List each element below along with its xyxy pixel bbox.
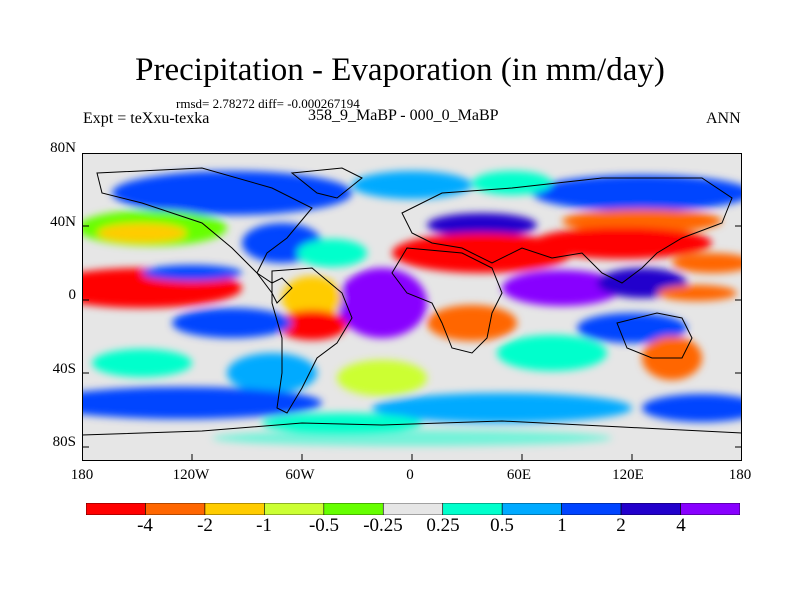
field-blob — [352, 171, 472, 199]
field-blob — [142, 265, 242, 281]
colorbar-label: -0.25 — [363, 515, 403, 536]
lon-tick-label: 120W — [172, 467, 210, 483]
field-blob — [502, 270, 622, 306]
colorbar-swatch — [442, 503, 503, 515]
lat-tick-label: 0 — [68, 287, 77, 303]
colorbar-swatch — [561, 503, 622, 515]
field-blob — [392, 233, 572, 273]
field-blob — [297, 239, 367, 267]
map-title: Precipitation - Evaporation (in mm/day) — [135, 52, 665, 88]
field-blob — [92, 349, 192, 377]
colorbar-label: -2 — [197, 515, 213, 536]
colorbar — [86, 503, 740, 515]
colorbar-swatch — [264, 503, 325, 515]
colorbar-label: 1 — [557, 515, 567, 536]
colorbar-swatch — [86, 503, 146, 515]
field-blob — [577, 313, 687, 343]
field-blob — [227, 353, 317, 393]
coastlines — [82, 167, 742, 436]
colorbar-label: 0.25 — [426, 515, 460, 536]
field-blob — [472, 171, 552, 195]
field-blob — [97, 223, 187, 243]
field-blob — [532, 227, 712, 259]
colorbar-swatch — [680, 503, 740, 515]
coastline-path — [391, 247, 503, 354]
field-blob — [532, 175, 742, 211]
period-label: 358_9_MaBP - 000_0_MaBP — [308, 107, 499, 124]
lon-tick-label: 60E — [506, 467, 532, 483]
map-plot — [82, 153, 742, 461]
coastline-path — [401, 177, 733, 284]
field-blob — [337, 268, 427, 338]
lon-tick-label: 0 — [406, 467, 414, 483]
colorbar-label: -4 — [137, 515, 153, 536]
coastline-path — [96, 167, 313, 304]
field-blob — [427, 305, 517, 341]
coastline-path — [616, 312, 693, 359]
colorbar-label: -1 — [256, 515, 272, 536]
axis-ticks — [82, 153, 742, 461]
field-blob — [642, 394, 742, 422]
field-blob — [497, 335, 607, 371]
field-blob — [262, 413, 422, 433]
field-blob — [427, 213, 537, 237]
colorbar-swatch — [620, 503, 681, 515]
colorbar-label: 0.5 — [490, 515, 514, 536]
field-blob — [112, 171, 352, 215]
lat-tick-label: 80S — [52, 434, 76, 450]
colorbar-swatch — [145, 503, 206, 515]
stats-text: rmsd= 2.78272 diff= -0.000267194 — [176, 96, 360, 111]
experiment-label: Expt = teXxu-texka — [83, 110, 210, 127]
colorbar-label: 2 — [616, 515, 626, 536]
colorbar-swatch — [501, 503, 562, 515]
lat-tick-label: 40N — [50, 214, 76, 230]
season-label: ANN — [706, 110, 741, 127]
lat-tick-label: 40S — [52, 361, 76, 377]
lon-tick-label: 60W — [285, 467, 315, 483]
field-blob — [82, 387, 322, 419]
field-blob — [212, 430, 612, 446]
colorbar-swatch — [382, 503, 444, 515]
coastline-path — [82, 420, 742, 436]
colorbar-label: -0.5 — [308, 515, 340, 536]
coastline-path — [290, 167, 363, 199]
field-blob — [372, 393, 632, 423]
field-blob — [282, 276, 342, 320]
colorbar-swatch — [323, 503, 384, 515]
field-blob — [672, 253, 742, 273]
coastline-path — [271, 267, 353, 414]
colorbar-swatch — [204, 503, 265, 515]
lon-tick-label: 180 — [728, 467, 752, 483]
field-blob — [337, 360, 427, 396]
lon-tick-label: 180 — [70, 467, 94, 483]
field-blob — [172, 308, 292, 338]
field-blob — [562, 209, 722, 233]
colorbar-label: 4 — [676, 515, 686, 536]
field-blob — [657, 285, 737, 301]
field-blob — [277, 310, 347, 340]
lon-tick-label: 120E — [612, 467, 644, 483]
lat-tick-label: 80N — [50, 140, 76, 156]
